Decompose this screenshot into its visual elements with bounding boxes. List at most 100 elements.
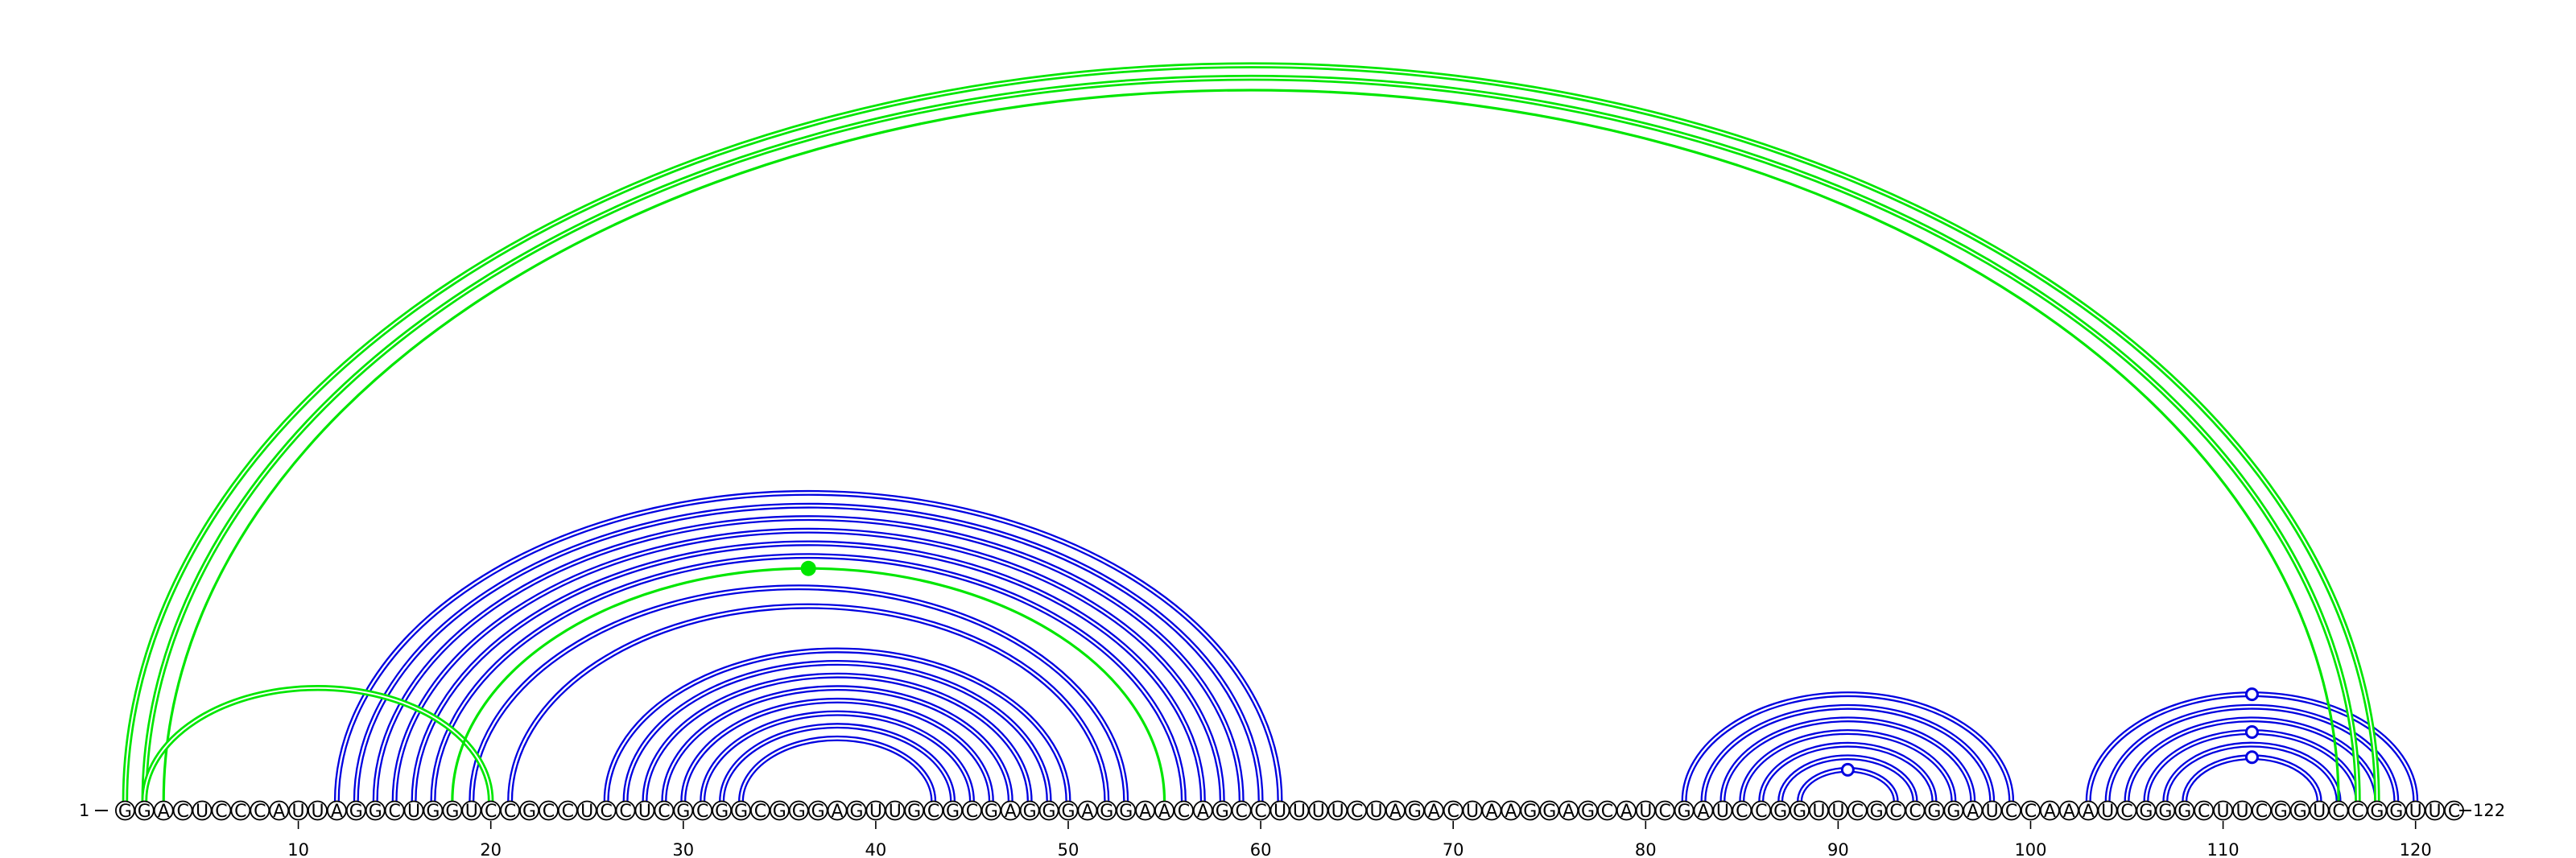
nucleotide-16: U xyxy=(407,802,420,822)
nucleotide-95: G xyxy=(1927,802,1941,822)
nucleotide-18: G xyxy=(445,802,459,822)
nucleotide-32-circle xyxy=(712,800,733,821)
nucleotide-6-circle xyxy=(211,800,232,821)
nucleotide-68-circle xyxy=(1404,800,1425,821)
nucleotide-21-circle xyxy=(500,800,520,821)
nucleotide-118: G xyxy=(2370,802,2384,822)
start-label: 1 xyxy=(79,801,89,820)
nucleotide-13-circle xyxy=(345,800,366,821)
tick-label-40: 40 xyxy=(865,840,887,858)
noncanonical-arcs xyxy=(122,62,2380,801)
nucleotide-121: U xyxy=(2429,802,2442,822)
nucleotide-118-circle xyxy=(2367,800,2388,821)
nucleotide-120-circle xyxy=(2405,800,2426,821)
nucleotide-1: G xyxy=(118,802,132,822)
nucleotide-30-circle xyxy=(673,800,694,821)
nucleotide-27: C xyxy=(619,802,631,822)
blue-arc-inner-16-57 xyxy=(412,542,1204,802)
nucleotide-119: G xyxy=(2389,802,2403,822)
nucleotide-10: U xyxy=(292,802,305,822)
blue-arc-inner-17-56 xyxy=(431,555,1185,802)
tick-label-70: 70 xyxy=(1443,840,1464,858)
nucleotide-56-circle xyxy=(1174,800,1194,821)
nucleotide-52: G xyxy=(1100,802,1113,822)
position-ticks: 10 20 30 40 50 60 70 80 90 100 110 120 xyxy=(287,821,2432,858)
nucleotide-58-circle xyxy=(1212,800,1232,821)
nucleotide-19-circle xyxy=(461,800,482,821)
arc-markers xyxy=(800,560,2259,777)
nucleotide-27-circle xyxy=(615,800,636,821)
nucleotide-93: C xyxy=(1889,802,1901,822)
tick-label-80: 80 xyxy=(1635,840,1657,858)
nucleotide-46-circle xyxy=(980,800,1001,821)
blue-arc-inner-32-44 xyxy=(720,724,954,802)
nucleotide-7-circle xyxy=(230,800,251,821)
nucleotide-24: C xyxy=(562,802,574,822)
nucleotide-51: A xyxy=(1081,802,1093,822)
nucleotide-73-circle xyxy=(1501,800,1521,821)
nucleotide-62: U xyxy=(1293,802,1306,822)
nucleotide-47: A xyxy=(1005,802,1017,822)
blue-arc-inner-19-53 xyxy=(470,586,1127,802)
end-label: 122 xyxy=(2473,801,2505,820)
nucleotide-79-circle xyxy=(1616,800,1637,821)
nucleotide-98-circle xyxy=(1982,800,2003,821)
nucleotide-55: A xyxy=(1158,802,1170,822)
nucleotide-63-circle xyxy=(1308,800,1329,821)
nucleotide-103-circle xyxy=(2078,800,2099,821)
nucleotide-17-circle xyxy=(423,800,444,821)
nucleotide-61: U xyxy=(1274,802,1286,822)
nucleotide-35-circle xyxy=(769,800,790,821)
nucleotide-78-circle xyxy=(1597,800,1617,821)
nucleotide-121-circle xyxy=(2425,800,2446,821)
nucleotide-15: C xyxy=(388,802,400,822)
nucleotide-81-circle xyxy=(1654,800,1675,821)
nucleotide-96: G xyxy=(1946,802,1960,822)
nucleotide-52-circle xyxy=(1096,800,1117,821)
blue-arc-inner-28-48 xyxy=(643,674,1031,802)
nucleotide-106-circle xyxy=(2136,800,2157,821)
blue-arc-inner-12-61 xyxy=(336,492,1282,802)
nucleotide-66-circle xyxy=(1366,800,1386,821)
nucleotide-116: C xyxy=(2332,802,2344,822)
tick-label-10: 10 xyxy=(287,840,309,858)
nucleotide-47-circle xyxy=(1000,800,1021,821)
nucleotide-43-circle xyxy=(923,800,944,821)
blue-arc-inner-27-49 xyxy=(624,662,1051,802)
nucleotide-102: A xyxy=(2063,802,2075,822)
nucleotide-56: C xyxy=(1178,802,1190,822)
nucleotide-19: U xyxy=(465,802,478,822)
marker-106-117 xyxy=(2244,724,2259,739)
nucleotide-69: A xyxy=(1428,802,1440,822)
nucleotide-91: C xyxy=(1852,802,1864,822)
nucleotide-62-circle xyxy=(1289,800,1310,821)
nucleotide-73: A xyxy=(1505,802,1517,822)
nucleotide-75: G xyxy=(1542,802,1556,822)
blue-arc-inner-31-45 xyxy=(701,712,973,802)
nucleotide-20-circle xyxy=(481,800,502,821)
nucleotide-105: C xyxy=(2120,802,2132,822)
nucleotide-64-circle xyxy=(1327,800,1348,821)
nucleotide-50-circle xyxy=(1058,800,1079,821)
nucleotide-84-circle xyxy=(1712,800,1733,821)
nucleotide-41: U xyxy=(889,802,902,822)
nucleotide-114: G xyxy=(2293,802,2307,822)
nucleotide-114-circle xyxy=(2289,800,2310,821)
nucleotide-53: G xyxy=(1119,802,1133,822)
nucleotide-60: C xyxy=(1254,802,1266,822)
nucleotide-89: U xyxy=(1812,802,1825,822)
nucleotide-4: C xyxy=(176,802,188,822)
nucleotide-69-circle xyxy=(1423,800,1444,821)
nucleotide-113: G xyxy=(2274,802,2288,822)
nucleotide-49-circle xyxy=(1038,800,1059,821)
nucleotide-96-circle xyxy=(1943,800,1964,821)
nucleotide-29-circle xyxy=(654,800,675,821)
nucleotide-31: C xyxy=(696,802,708,822)
nucleotide-32: G xyxy=(715,802,729,822)
nucleotide-86: C xyxy=(1755,802,1767,822)
nucleotide-4-circle xyxy=(172,800,193,821)
nucleotide-105-circle xyxy=(2116,800,2137,821)
nucleotide-10-circle xyxy=(288,800,308,821)
nucleotide-53-circle xyxy=(1116,800,1137,821)
